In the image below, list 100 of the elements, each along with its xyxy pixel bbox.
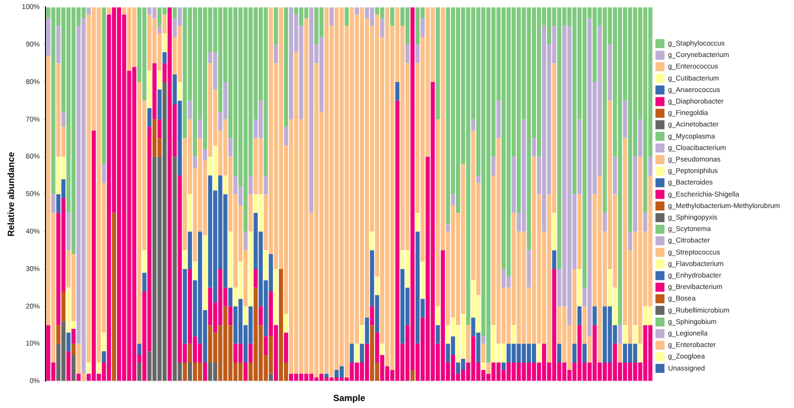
bar (228, 138, 232, 157)
bar (532, 138, 536, 157)
bar (157, 70, 162, 90)
bar (329, 7, 334, 26)
bar (471, 119, 476, 131)
bar (557, 344, 562, 362)
bar (648, 156, 652, 176)
bar (86, 7, 91, 15)
bar (284, 314, 288, 333)
bar (354, 344, 359, 362)
bar (147, 70, 152, 108)
bar (370, 232, 374, 250)
bar (577, 269, 582, 306)
bar (284, 126, 288, 146)
bar (71, 344, 76, 356)
bar (582, 344, 587, 362)
bar (436, 325, 440, 344)
bar (420, 262, 425, 299)
bar (203, 149, 208, 161)
bar (638, 344, 642, 362)
bar (76, 344, 81, 374)
bar (82, 374, 86, 381)
bar (66, 332, 71, 352)
bar (360, 344, 364, 362)
bar (502, 362, 506, 370)
bar (380, 344, 384, 356)
bar (102, 351, 106, 362)
bar (628, 232, 632, 250)
bar (481, 336, 486, 344)
bar (56, 26, 60, 64)
bar (157, 26, 162, 34)
bar (228, 288, 232, 306)
bar (486, 362, 490, 374)
bar (188, 362, 192, 381)
bar (228, 232, 232, 288)
bar (248, 344, 253, 362)
bar (228, 306, 232, 326)
bar (188, 232, 192, 269)
bar (395, 82, 400, 101)
bar (643, 212, 648, 232)
bar (243, 306, 248, 326)
bar (182, 269, 187, 344)
bar (182, 362, 187, 381)
bar (592, 306, 597, 326)
bar (71, 355, 76, 381)
bar (602, 212, 607, 232)
bar (102, 164, 106, 183)
bar (344, 7, 349, 26)
bar (243, 362, 248, 381)
bar (147, 108, 152, 127)
bar (274, 7, 278, 45)
bar (142, 250, 146, 273)
bar (284, 7, 288, 127)
bar (198, 119, 202, 138)
bar (420, 18, 425, 38)
bar (622, 325, 628, 344)
bar (178, 82, 182, 101)
bar (552, 212, 556, 250)
bar (203, 235, 208, 310)
bar (192, 262, 198, 280)
bar (96, 362, 101, 374)
bar (248, 194, 253, 232)
bar (450, 194, 456, 206)
bar (416, 44, 420, 64)
bar (436, 7, 440, 120)
bar (274, 269, 278, 326)
bar (638, 119, 642, 157)
bar (324, 374, 329, 378)
bar (618, 325, 622, 344)
bar (264, 176, 268, 194)
bar (66, 351, 71, 381)
bar (71, 328, 76, 344)
bar (254, 269, 258, 288)
bar (162, 52, 167, 64)
bar (552, 250, 556, 269)
bar (76, 374, 81, 381)
bar (405, 44, 410, 64)
bar (476, 176, 480, 183)
bar (608, 44, 612, 101)
bar (172, 7, 177, 18)
bar (526, 250, 531, 288)
bar (380, 18, 384, 38)
y-axis-title: Relative abundance (6, 152, 16, 236)
bar (248, 176, 253, 194)
bar (466, 325, 470, 362)
bar (410, 370, 415, 381)
bar (274, 44, 278, 64)
bar (622, 100, 628, 138)
bar (248, 232, 253, 306)
bar (491, 156, 496, 176)
bar (192, 156, 198, 168)
bar (203, 362, 208, 381)
bar (577, 119, 582, 194)
bar (446, 224, 450, 232)
bar (137, 344, 142, 356)
bar (390, 7, 394, 26)
bar (223, 176, 228, 194)
bar (633, 156, 638, 232)
bar (162, 33, 167, 52)
bar (102, 332, 106, 352)
